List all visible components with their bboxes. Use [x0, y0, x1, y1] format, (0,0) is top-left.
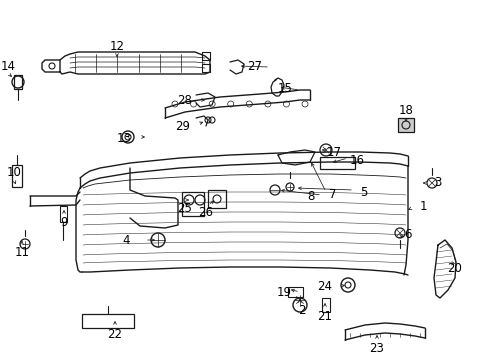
Text: 25: 25	[177, 202, 192, 215]
Text: 2: 2	[298, 303, 305, 316]
Bar	[397, 118, 413, 132]
Text: 18: 18	[398, 104, 412, 117]
Text: 4: 4	[122, 234, 130, 247]
Bar	[82, 314, 134, 328]
Text: 15: 15	[278, 81, 292, 94]
Text: 11: 11	[15, 246, 29, 258]
Text: 6: 6	[403, 228, 411, 240]
Text: 26: 26	[198, 207, 213, 220]
Bar	[202, 64, 209, 72]
Bar	[60, 206, 67, 222]
Bar	[321, 298, 329, 312]
Text: 22: 22	[107, 328, 122, 341]
Bar	[319, 157, 354, 169]
Bar	[207, 190, 225, 208]
Text: 23: 23	[369, 342, 384, 355]
Text: 12: 12	[109, 40, 124, 53]
Text: 1: 1	[419, 199, 427, 212]
Bar	[287, 287, 303, 297]
Bar	[14, 75, 22, 89]
Text: 19: 19	[276, 285, 291, 298]
Text: 21: 21	[317, 310, 332, 324]
Text: 14: 14	[0, 59, 16, 72]
Text: 5: 5	[359, 185, 366, 198]
Text: 3: 3	[433, 176, 441, 189]
Text: 16: 16	[349, 153, 364, 166]
Text: 17: 17	[326, 145, 341, 158]
Text: 29: 29	[175, 120, 190, 132]
Text: 9: 9	[60, 216, 68, 229]
Bar	[202, 52, 209, 60]
Text: 27: 27	[246, 60, 262, 73]
Text: 7: 7	[328, 188, 336, 201]
Text: 10: 10	[6, 166, 21, 180]
Text: 28: 28	[177, 94, 192, 107]
Text: 8: 8	[307, 189, 314, 202]
Bar	[12, 165, 22, 187]
Text: 13: 13	[117, 131, 132, 144]
Text: 24: 24	[316, 280, 331, 293]
Text: 20: 20	[447, 261, 462, 274]
Bar	[182, 192, 203, 216]
